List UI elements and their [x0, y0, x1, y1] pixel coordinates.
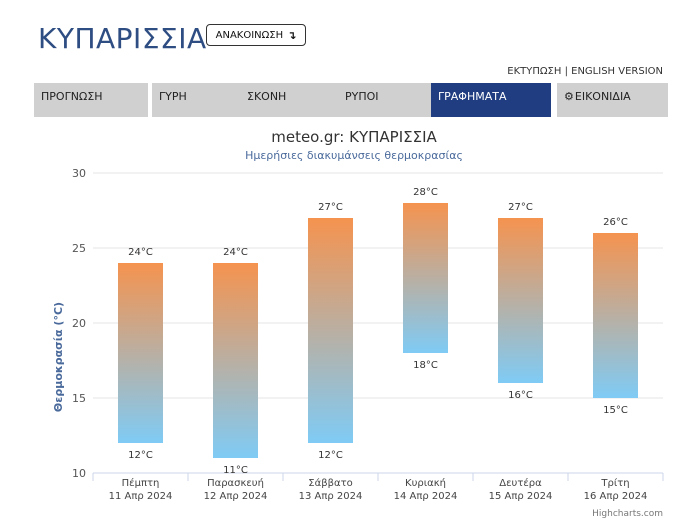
english-version-link[interactable]: ENGLISH VERSION: [571, 66, 663, 77]
low-temp-label: 15°C: [603, 405, 628, 416]
tab-label: ΠΡΟΓΝΩΣΗ: [41, 90, 103, 103]
low-temp-label: 12°C: [128, 450, 153, 461]
temperature-range-bar: [118, 263, 163, 443]
announcement-button[interactable]: ΑΝΑΚΟΙΝΩΣΗ ↴: [206, 24, 306, 46]
x-category-day: Παρασκευή: [207, 477, 264, 489]
x-category-date: 13 Απρ 2024: [299, 491, 363, 502]
y-tick-label: 25: [72, 242, 86, 255]
high-temp-label: 24°C: [128, 247, 153, 258]
x-category-date: 16 Απρ 2024: [584, 491, 648, 502]
high-temp-label: 27°C: [318, 202, 343, 213]
x-category-date: 12 Απρ 2024: [204, 491, 268, 502]
temperature-range-bar: [403, 203, 448, 353]
high-temp-label: 24°C: [223, 247, 248, 258]
print-link[interactable]: ΕΚΤΥΠΩΣΗ: [507, 66, 562, 77]
high-temp-label: 26°C: [603, 217, 628, 228]
temperature-range-bar: [308, 218, 353, 443]
temperature-range-bar: [593, 233, 638, 398]
turn-down-arrow-icon: ↴: [287, 28, 297, 42]
link-separator: |: [564, 66, 568, 77]
temperature-range-bar: [213, 263, 258, 458]
data-labels: 24°C 12°C 24°C 11°C 27°C 12°C 28°C 18°C 27°C 16°C…: [128, 187, 628, 476]
y-tick-label: 30: [72, 167, 86, 180]
x-category-day: Δευτέρα: [499, 477, 542, 489]
top-links: ΕΚΤΥΠΩΣΗ | ENGLISH VERSION: [507, 66, 663, 77]
x-category-day: Τρίτη: [600, 477, 629, 489]
y-tick-label: 20: [72, 317, 86, 330]
tab-charts[interactable]: ΓΡΑΦΗΜΑΤΑ: [431, 83, 551, 117]
chart-svg: meteo.gr: ΚΥΠΑΡΙΣΣΙΑ Ημερήσιες διακυμάνσ…: [52, 128, 664, 519]
page-title: ΚΥΠΑΡΙΣΣΙΑ: [38, 22, 207, 55]
x-category-day: Κυριακή: [405, 477, 446, 489]
gear-icon: ⚙: [564, 90, 574, 103]
credits-link[interactable]: Highcharts.com: [592, 509, 663, 519]
low-temp-label: 11°C: [223, 465, 248, 476]
high-temp-label: 28°C: [413, 187, 438, 198]
x-axis: Πέμπτη 11 Απρ 2024 Παρασκευή 12 Απρ 2024 Σάβ…: [92, 473, 664, 502]
low-temp-label: 16°C: [508, 390, 533, 401]
chart-subtitle: Ημερήσιες διακυμάνσεις θερμοκρασίας: [245, 149, 463, 162]
announcement-label: ΑΝΑΚΟΙΝΩΣΗ: [215, 29, 284, 41]
x-category-date: 11 Απρ 2024: [109, 491, 173, 502]
bar-series: [118, 203, 638, 458]
x-category-day: Πέμπτη: [122, 477, 160, 489]
tab-label: ΕΙΚΟΝΙΔΙΑ: [574, 90, 631, 103]
low-temp-label: 12°C: [318, 450, 343, 461]
tab-label: ΡΥΠΟΙ: [345, 90, 379, 103]
tab-label: ΣΚΟΝΗ: [247, 90, 287, 103]
y-axis-title: Θερμοκρασία (°C): [52, 302, 65, 412]
temperature-range-bar: [498, 218, 543, 383]
temperature-chart: meteo.gr: ΚΥΠΑΡΙΣΣΙΑ Ημερήσιες διακυμάνσ…: [0, 120, 689, 528]
y-tick-label: 10: [72, 467, 86, 480]
chart-title: meteo.gr: ΚΥΠΑΡΙΣΣΙΑ: [271, 128, 437, 146]
high-temp-label: 27°C: [508, 202, 533, 213]
tab-forecast[interactable]: ΠΡΟΓΝΩΣΗ: [34, 83, 148, 117]
x-category-date: 15 Απρ 2024: [489, 491, 553, 502]
low-temp-label: 18°C: [413, 360, 438, 371]
x-category-day: Σάββατο: [308, 477, 352, 489]
y-tick-label: 15: [72, 392, 86, 405]
tab-icons[interactable]: ⚙ΕΙΚΟΝΙΔΙΑ: [557, 83, 668, 117]
x-category-date: 14 Απρ 2024: [394, 491, 458, 502]
tab-label: ΓΥΡΗ: [159, 90, 187, 103]
tab-label: ΓΡΑΦΗΜΑΤΑ: [438, 90, 507, 103]
